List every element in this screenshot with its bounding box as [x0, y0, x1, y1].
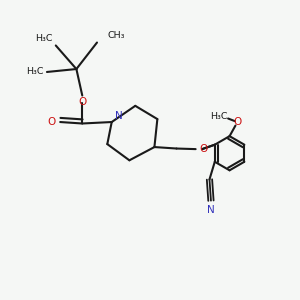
Text: N: N: [207, 205, 215, 215]
Text: H₃C: H₃C: [26, 68, 44, 76]
Text: O: O: [200, 143, 208, 154]
Text: O: O: [47, 117, 56, 127]
Text: O: O: [78, 97, 86, 107]
Text: H₃C: H₃C: [35, 34, 53, 43]
Text: H₃C: H₃C: [210, 112, 227, 121]
Text: CH₃: CH₃: [107, 31, 125, 40]
Text: N: N: [115, 111, 122, 121]
Text: O: O: [233, 117, 242, 127]
